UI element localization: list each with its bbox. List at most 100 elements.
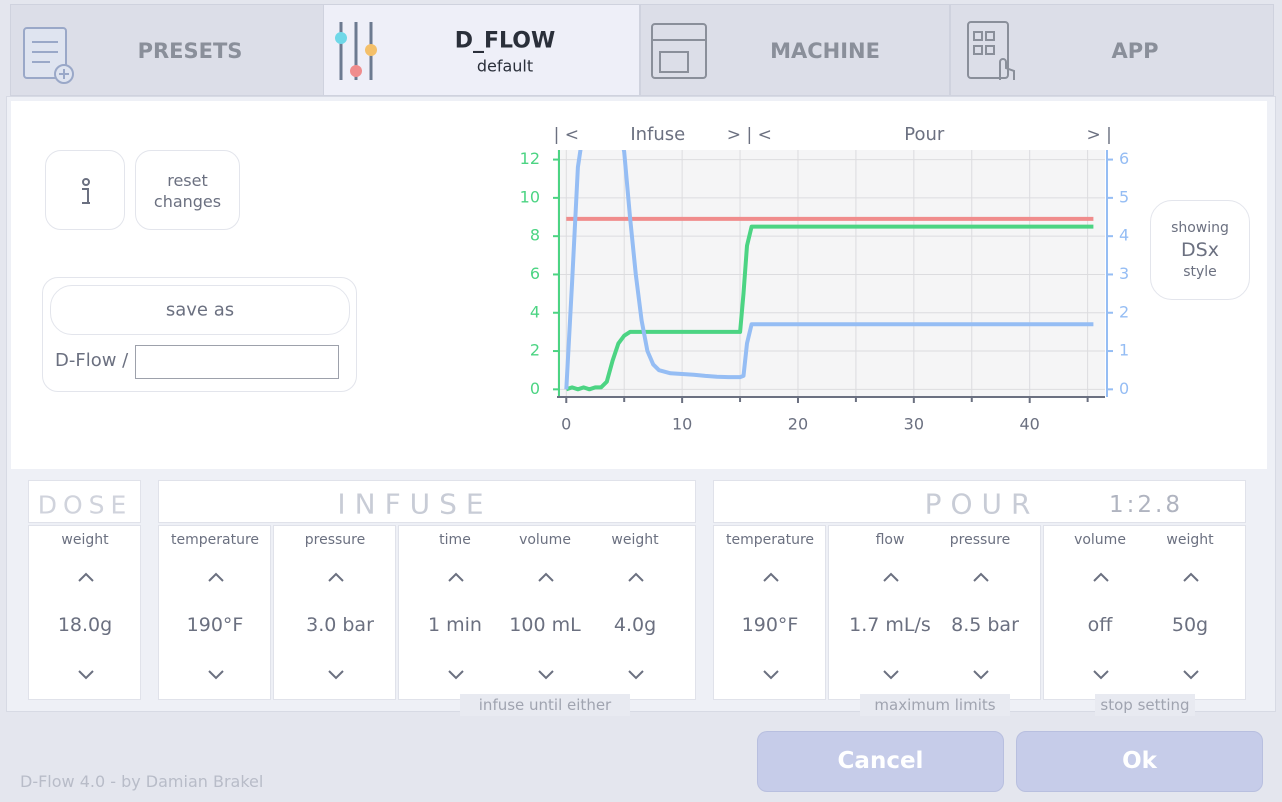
param-value: 18.0g xyxy=(57,614,113,636)
caption: maximum limits xyxy=(860,694,1010,716)
tab-app[interactable] xyxy=(950,4,1274,96)
style-toggle[interactable] xyxy=(1150,200,1250,300)
phase-name: Pour xyxy=(904,124,945,145)
y-tick-label: 6 xyxy=(530,264,540,283)
name-input[interactable] xyxy=(135,345,339,379)
param-label: weight xyxy=(611,532,659,548)
toggle-label: DSx xyxy=(1181,239,1219,261)
arrow[interactable] xyxy=(1092,571,1110,583)
y2-tick-label: 2 xyxy=(1119,302,1129,321)
param-label: weight xyxy=(1166,532,1214,548)
param-label: weight xyxy=(61,532,109,548)
tab-machine[interactable] xyxy=(640,4,950,96)
param-box xyxy=(398,525,696,700)
arrow[interactable] xyxy=(207,571,225,583)
tab-label: D_FLOW xyxy=(454,28,556,54)
caption: infuse until either xyxy=(460,694,630,716)
ratio: 1:2.8 xyxy=(1109,492,1183,518)
arrow[interactable] xyxy=(882,669,900,681)
arrow[interactable] xyxy=(1182,571,1200,583)
param-value: 4.0g xyxy=(613,614,657,636)
panel-title: POUR xyxy=(924,487,1040,521)
y2-tick-label: 4 xyxy=(1119,226,1129,245)
param-label: pressure xyxy=(304,532,366,548)
plot-area xyxy=(557,150,1105,397)
tab-label: PRESETS xyxy=(137,39,243,63)
info-icon xyxy=(82,178,90,204)
arrow[interactable] xyxy=(882,571,900,583)
y2-tick-label: 1 xyxy=(1119,341,1129,360)
param-value: 8.5 bar xyxy=(951,614,1019,636)
arrow[interactable] xyxy=(537,571,555,583)
param-box xyxy=(158,525,271,700)
tab-sublabel: default xyxy=(476,56,534,76)
param-value: 190°F xyxy=(186,614,244,636)
param-label: pressure xyxy=(949,532,1011,548)
save-as-button[interactable] xyxy=(50,285,350,335)
x-tick-label: 40 xyxy=(1020,415,1040,434)
param-label: time xyxy=(439,532,471,548)
x-tick-label: 30 xyxy=(904,415,924,434)
arrow[interactable] xyxy=(627,571,645,583)
series-line xyxy=(564,150,1094,390)
arrow[interactable] xyxy=(627,669,645,681)
tab-icons xyxy=(23,21,1015,84)
caption: stop setting xyxy=(1095,694,1195,716)
arrow[interactable] xyxy=(447,669,465,681)
param-label: volume xyxy=(1074,532,1126,548)
panel-header xyxy=(158,480,696,523)
panel-title: INFUSE xyxy=(337,487,493,521)
param-box xyxy=(28,525,141,700)
name-prefix: D-Flow / xyxy=(55,350,129,371)
arrow[interactable] xyxy=(327,669,345,681)
info-button[interactable] xyxy=(45,150,125,230)
y-tick-label: 0 xyxy=(530,379,540,398)
ok-button[interactable]: Ok xyxy=(1016,731,1263,792)
toggle-label: showing xyxy=(1171,220,1229,236)
param-label: temperature xyxy=(726,532,814,548)
param-label: flow xyxy=(875,532,905,548)
x-tick-label: 10 xyxy=(672,415,692,434)
arrow[interactable] xyxy=(447,571,465,583)
arrow[interactable] xyxy=(1092,669,1110,681)
reset-button[interactable]: reset changes xyxy=(135,150,240,230)
tab-label: MACHINE xyxy=(770,39,880,63)
cancel-button[interactable]: Cancel xyxy=(757,731,1004,792)
arrow[interactable] xyxy=(972,571,990,583)
param-value: 100 mL xyxy=(509,614,581,636)
arrow[interactable] xyxy=(762,571,780,583)
param-box xyxy=(273,525,396,700)
y-tick-label: 8 xyxy=(530,226,540,245)
phase-marker: | < xyxy=(554,125,579,145)
arrow[interactable] xyxy=(762,669,780,681)
arrow[interactable] xyxy=(537,669,555,681)
param-value: off xyxy=(1087,614,1113,636)
param-value: 190°F xyxy=(741,614,799,636)
y-tick-label: 2 xyxy=(530,341,540,360)
param-label: volume xyxy=(519,532,571,548)
series-line xyxy=(565,224,1094,392)
x-tick-label: 20 xyxy=(788,415,808,434)
arrow[interactable] xyxy=(77,669,95,681)
y2-tick-label: 0 xyxy=(1119,379,1129,398)
y2-tick-label: 6 xyxy=(1119,149,1129,168)
series-group xyxy=(564,150,1094,392)
button-label: reset changes xyxy=(153,171,222,211)
param-box xyxy=(1043,525,1246,700)
panel-header xyxy=(713,480,1246,523)
phase-marker: > | < xyxy=(727,125,772,145)
arrow[interactable] xyxy=(1182,669,1200,681)
tab-label: APP xyxy=(1111,39,1159,63)
arrow[interactable] xyxy=(207,669,225,681)
y2-tick-label: 5 xyxy=(1119,187,1129,206)
arrow[interactable] xyxy=(327,571,345,583)
credit: D-Flow 4.0 - by Damian Brakel xyxy=(20,772,264,791)
y-tick-label: 4 xyxy=(530,302,540,321)
y-tick-label: 12 xyxy=(520,149,540,168)
arrow[interactable] xyxy=(77,571,95,583)
x-tick-label: 0 xyxy=(561,415,571,434)
arrow[interactable] xyxy=(972,669,990,681)
panel-title: DOSE xyxy=(37,490,133,520)
